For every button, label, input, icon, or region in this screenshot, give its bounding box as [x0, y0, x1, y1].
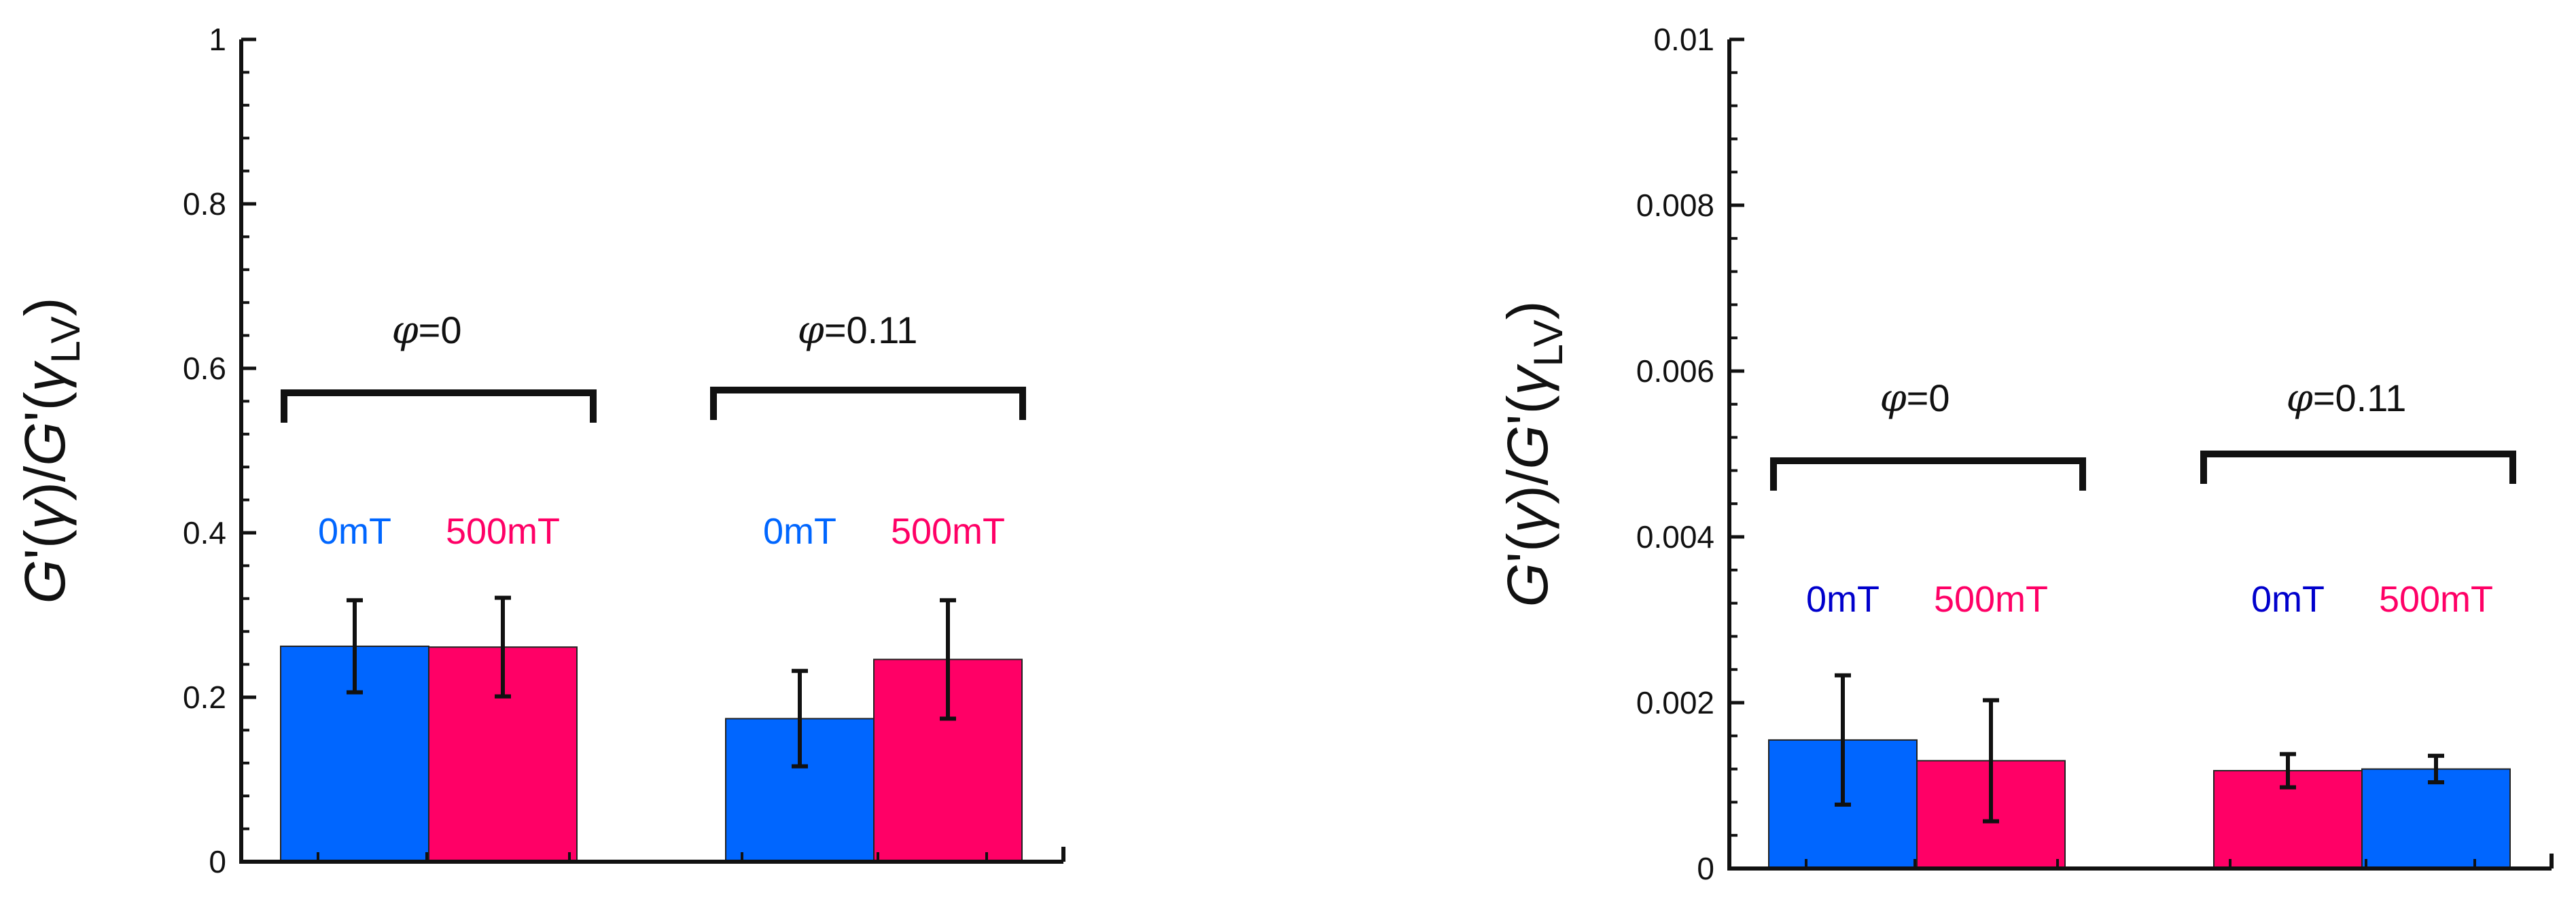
y-tick-label-5: 1: [209, 22, 226, 57]
y-tick-label-4: 0.8: [183, 186, 226, 222]
y-tick-label-5: 0.01: [1653, 22, 1714, 57]
group-bracket-0: [1770, 457, 2086, 491]
phi-label-0: φ=0: [1880, 376, 1949, 421]
phi-label-1: φ=0.11: [2287, 376, 2407, 421]
y-tick-label-0: 0: [209, 844, 226, 879]
y-tick-label-4: 0.008: [1636, 188, 1714, 223]
y-axis-label: G'(γ)/G'(γLV): [13, 298, 88, 604]
phi-label-0: φ=0: [391, 309, 461, 353]
condition-label-1-1: 500mT: [891, 511, 1005, 552]
condition-label-1-1: 500mT: [2379, 579, 2493, 620]
condition-label-1-0: 0mT: [763, 511, 836, 552]
y-tick-label-1: 0.2: [183, 680, 226, 715]
y-tick-label-3: 0.006: [1636, 353, 1714, 389]
y-tick-label-3: 0.6: [183, 351, 226, 386]
group-bracket-1: [710, 387, 1026, 420]
chart-right: 0mT 500mT φ=0 0mT 500mT φ=0.11 0 0.002 0.004 0.00…: [1496, 22, 2554, 886]
condition-label-0-1: 500mT: [446, 511, 560, 552]
chart-left: 0mT 500mT φ=0 0mT 500mT φ=0.11 0 0.2 0.4 0.6 0.8 1 G…: [13, 22, 1065, 879]
condition-label-0-0: 0mT: [318, 511, 391, 552]
y-tick-label-2: 0.4: [183, 515, 226, 550]
condition-label-0-0: 0mT: [1806, 579, 1880, 620]
condition-label-0-1: 500mT: [1934, 579, 2048, 620]
y-tick-label-1: 0.002: [1636, 685, 1714, 720]
y-axis-label: G'(γ)/G'(γLV): [1496, 301, 1571, 608]
group-bracket-1: [2200, 451, 2516, 484]
bar-1-1: [2361, 768, 2511, 869]
y-tick-label-0: 0: [1697, 851, 1714, 886]
condition-label-1-0: 0mT: [2251, 579, 2325, 620]
phi-label-1: φ=0.11: [798, 309, 918, 353]
y-tick-label-2: 0.004: [1636, 519, 1714, 555]
group-bracket-0: [281, 389, 597, 423]
